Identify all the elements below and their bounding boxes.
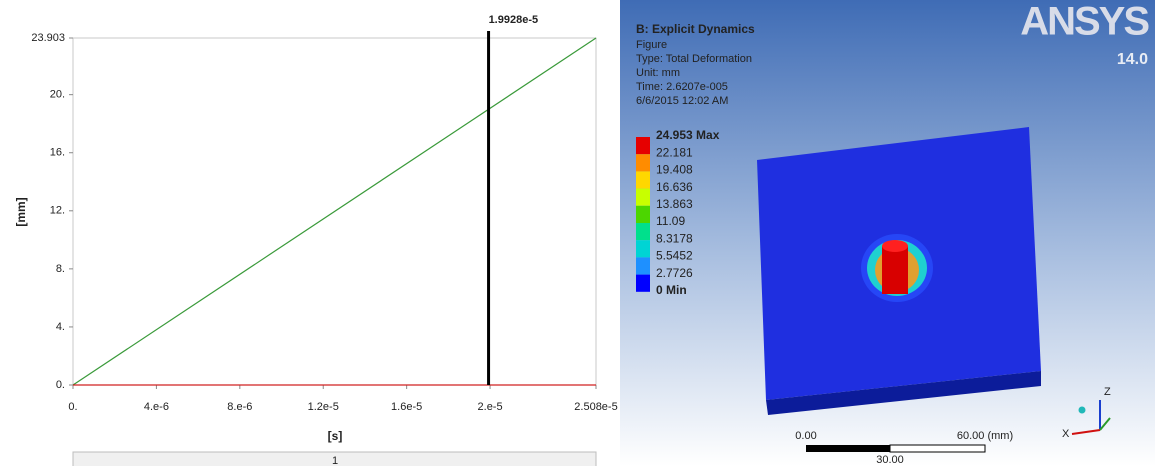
result-info: Time: 2.6207e-005 — [636, 81, 728, 93]
legend-swatch — [636, 137, 650, 154]
legend-label: 5.5452 — [656, 249, 693, 263]
y-tick-label: 20. — [50, 89, 65, 101]
logo-version: 14.0 — [1117, 51, 1148, 68]
legend-swatch — [636, 257, 650, 274]
x-axis-label: [s] — [328, 429, 343, 443]
triad-ball[interactable] — [1079, 407, 1086, 414]
legend-label: 11.09 — [656, 214, 685, 228]
legend-swatch — [636, 206, 650, 223]
y-tick-label: 12. — [50, 205, 65, 217]
legend-label: 24.953 Max — [656, 128, 720, 142]
legend-label: 19.408 — [656, 163, 693, 177]
x-tick-label: 4.e-6 — [144, 401, 169, 413]
series-line — [73, 38, 596, 385]
x-tick-label: 0. — [68, 401, 77, 413]
result-info: 6/6/2015 12:02 AM — [636, 95, 728, 107]
projectile — [882, 246, 908, 294]
legend-swatch — [636, 171, 650, 188]
legend-swatch — [636, 154, 650, 171]
y-axis-label: [mm] — [14, 197, 28, 226]
x-tick-label: 1.6e-5 — [391, 401, 422, 413]
legend-swatch — [636, 189, 650, 206]
legend-swatch — [636, 275, 650, 292]
y-tick-label: 4. — [56, 321, 65, 333]
scale-bar-light — [890, 445, 985, 452]
triad-z-label: Z — [1104, 386, 1111, 398]
x-tick-label: 8.e-6 — [227, 401, 252, 413]
result-title: B: Explicit Dynamics — [636, 22, 755, 36]
x-tick-label: 2.508e-5 — [574, 401, 617, 413]
legend-swatch — [636, 240, 650, 257]
y-tick-label: 0. — [56, 379, 65, 391]
scale-mid: 30.00 — [876, 454, 904, 466]
x-tick-label: 1.2e-5 — [308, 401, 339, 413]
triad-x-label: X — [1062, 428, 1070, 440]
y-tick-label: 8. — [56, 263, 65, 275]
x-tick-label: 2.e-5 — [478, 401, 503, 413]
legend-label: 8.3178 — [656, 231, 693, 245]
scale-left: 0.00 — [795, 430, 816, 442]
legend-label: 22.181 — [656, 145, 693, 159]
y-tick-label: 16. — [50, 147, 65, 159]
legend-swatch — [636, 223, 650, 240]
y-tick-label: 23.903 — [31, 32, 65, 44]
logo: ANSYS — [1020, 0, 1149, 44]
result-info: Figure — [636, 39, 667, 51]
projectile-top — [882, 240, 908, 252]
legend-label: 0 Min — [656, 283, 687, 297]
scale-bar-dark — [806, 445, 890, 452]
result-info: Unit: mm — [636, 67, 680, 79]
time-cursor-label: 1.9928e-5 — [489, 14, 539, 26]
scale-right: 60.00 (mm) — [957, 430, 1013, 442]
screen: [mm] [s] 1 0. 4. 8. 12. 16. 20. 23.903 0. 4.e-6 8… — [0, 0, 1155, 466]
result-info: Type: Total Deformation — [636, 53, 752, 65]
chart: 0. 4. 8. 12. 16. 20. 23.903 0. 4.e-6 8.e-6 1.2e-5 1… — [31, 14, 617, 413]
step-tab-label[interactable]: 1 — [332, 455, 338, 466]
legend-label: 16.636 — [656, 180, 693, 194]
legend-label: 2.7726 — [656, 266, 693, 280]
legend-label: 13.863 — [656, 197, 693, 211]
